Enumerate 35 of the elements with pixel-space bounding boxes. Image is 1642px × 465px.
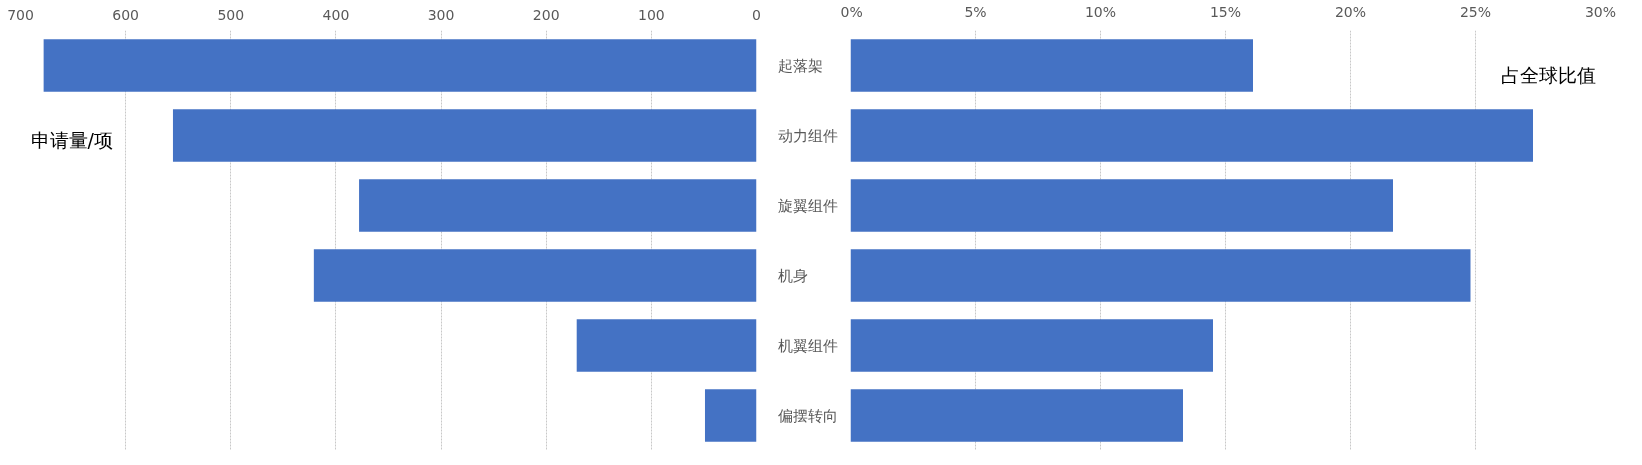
bar xyxy=(850,249,1471,302)
bar xyxy=(704,389,757,442)
x-tick-label: 5% xyxy=(964,3,987,20)
x-tick-label: 600 xyxy=(112,6,140,23)
bar xyxy=(850,109,1533,162)
x-tick-label: 700 xyxy=(7,6,34,23)
x-tick-label: 10% xyxy=(1084,3,1117,20)
bar xyxy=(43,39,757,92)
y-tick-label: 机翼组件 xyxy=(777,336,838,355)
x-tick-label: 0 xyxy=(752,6,761,23)
y-tick-label: 动力组件 xyxy=(777,126,838,145)
bar xyxy=(850,179,1393,232)
y-tick-label: 起落架 xyxy=(777,56,823,75)
x-tick-label: 25% xyxy=(1459,3,1492,20)
bar xyxy=(359,179,757,232)
bar xyxy=(576,319,757,372)
annotation: 申请量/项 xyxy=(30,128,113,151)
x-tick-label: 30% xyxy=(1584,3,1617,20)
x-tick-label: 0% xyxy=(840,3,863,20)
x-tick-label: 300 xyxy=(427,6,455,23)
bar xyxy=(850,319,1213,372)
y-tick-label: 机身 xyxy=(777,266,808,285)
bar xyxy=(850,39,1253,92)
bar xyxy=(313,249,757,302)
x-tick-label: 100 xyxy=(638,6,665,23)
x-tick-label: 200 xyxy=(532,6,560,23)
x-tick-label: 500 xyxy=(217,6,245,23)
y-tick-label: 旋翼组件 xyxy=(777,196,838,215)
y-tick-label: 偏摆转向 xyxy=(777,406,838,425)
bar xyxy=(172,109,757,162)
bar xyxy=(850,389,1183,442)
x-tick-label: 20% xyxy=(1334,3,1367,20)
x-tick-label: 15% xyxy=(1209,3,1242,20)
annotation: 占全球比值 xyxy=(1500,63,1596,86)
x-tick-label: 400 xyxy=(322,6,350,23)
